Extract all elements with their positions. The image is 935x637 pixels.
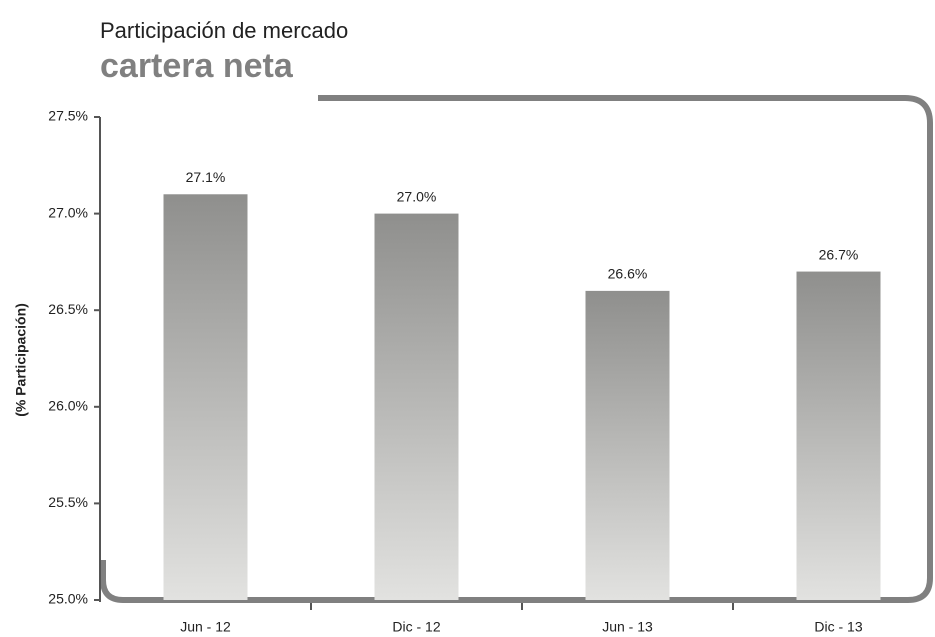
value-label: 26.7%: [819, 246, 859, 262]
y-tick-label: 25.5%: [48, 494, 88, 510]
bar: [163, 194, 248, 600]
x-tick-label: Jun - 13: [602, 619, 653, 635]
chart-title: Participación de mercado: [100, 18, 348, 43]
value-label: 26.6%: [608, 266, 648, 282]
y-tick-label: 27.5%: [48, 108, 88, 124]
bar: [374, 213, 459, 600]
y-tick-label: 27.0%: [48, 204, 88, 220]
value-label: 27.1%: [186, 169, 226, 185]
x-tick-label: Jun - 12: [180, 619, 231, 635]
x-tick-label: Dic - 12: [392, 619, 440, 635]
bar: [796, 271, 881, 600]
value-label: 27.0%: [397, 188, 437, 204]
y-tick-label: 26.0%: [48, 398, 88, 414]
y-tick-label: 26.5%: [48, 301, 88, 317]
y-axis-label: (% Participación): [13, 303, 29, 417]
bar: [585, 290, 670, 600]
frame: [100, 95, 933, 603]
y-tick-label: 25.0%: [48, 591, 88, 607]
x-tick-label: Dic - 13: [814, 619, 862, 635]
chart-subtitle: cartera neta: [100, 47, 294, 85]
